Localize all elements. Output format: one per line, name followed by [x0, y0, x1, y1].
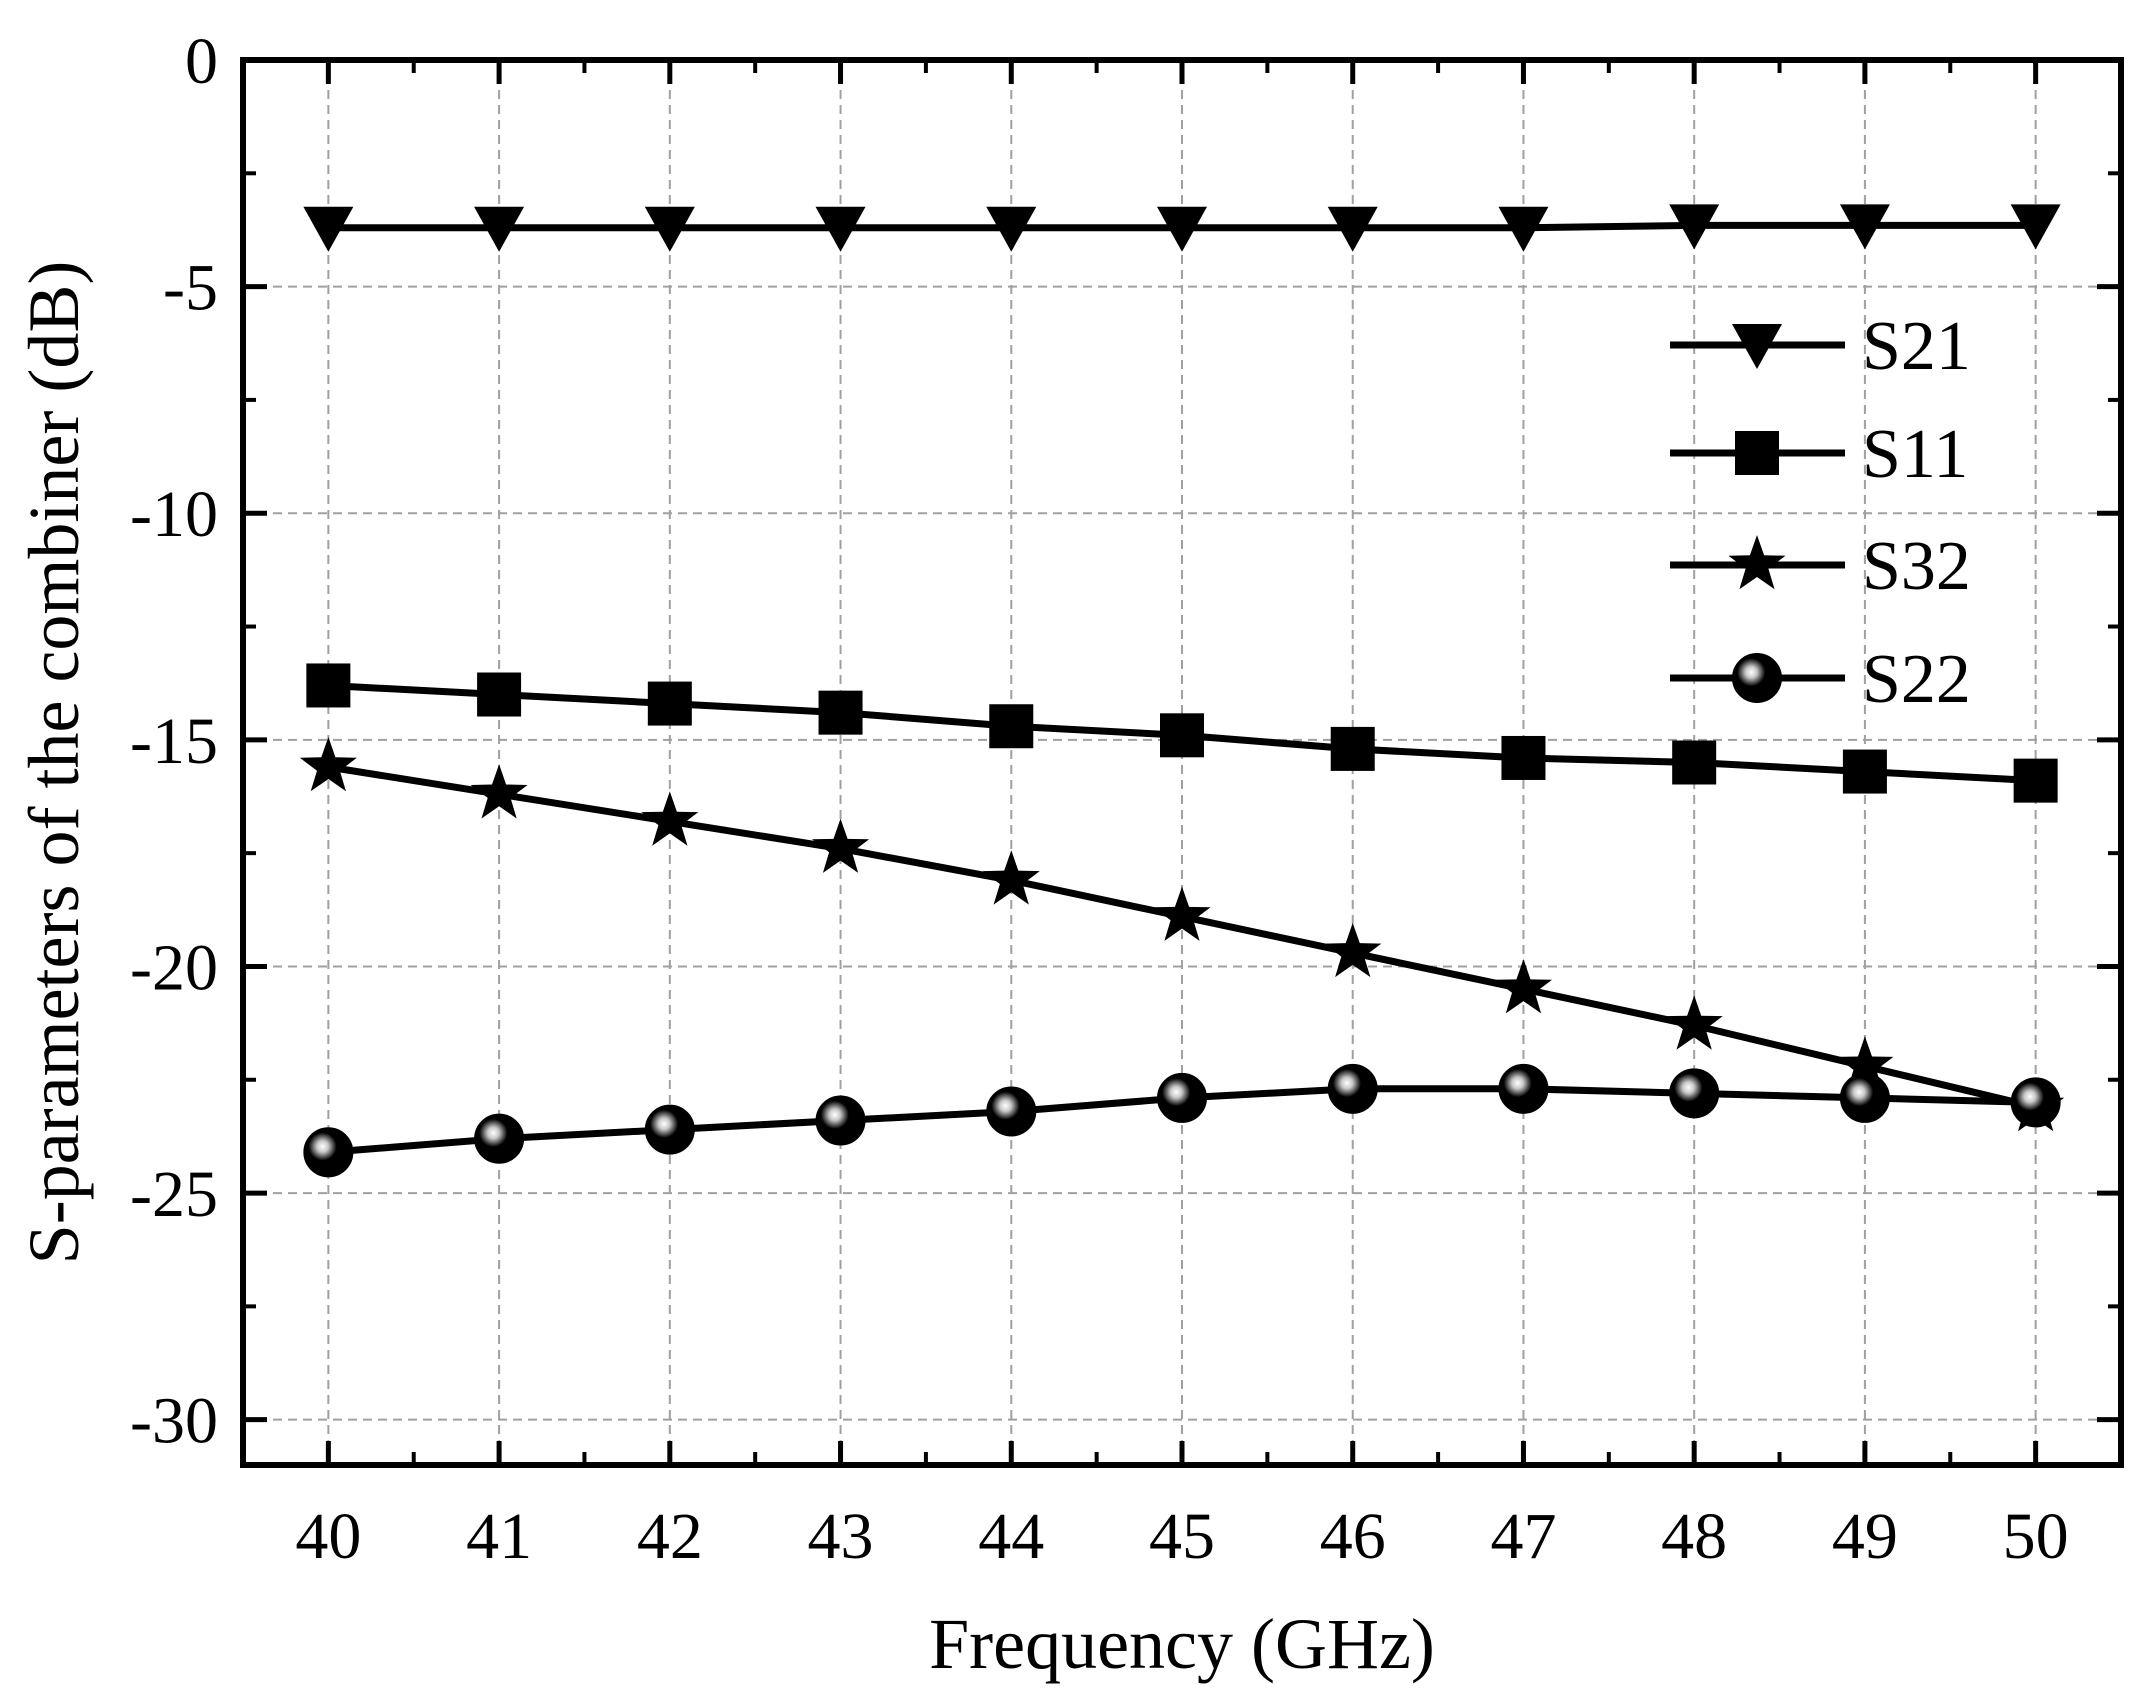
- axis-ticks: [243, 57, 2121, 1465]
- y-tick-label: -25: [130, 1158, 218, 1231]
- data-point-s21: [1669, 204, 1720, 250]
- data-point-s11: [989, 704, 1034, 749]
- series-layer: [299, 204, 2065, 1178]
- data-point-s22: [1327, 1063, 1378, 1114]
- data-point-s22: [1157, 1072, 1207, 1123]
- data-point-s32: [1836, 1036, 1894, 1091]
- legend-item-s21: S21: [1670, 308, 1971, 385]
- data-point-s21: [1157, 206, 1207, 252]
- data-point-s22: [815, 1095, 866, 1146]
- y-tick-label: -15: [130, 705, 218, 778]
- y-tick-label: -5: [163, 252, 218, 325]
- series-s11: [306, 663, 2058, 803]
- data-point-s32: [1665, 995, 1723, 1050]
- legend-marker-s32: [1728, 535, 1786, 590]
- series-s32: [299, 737, 2065, 1132]
- y-tick-label: -30: [130, 1385, 218, 1458]
- data-point-s22: [474, 1113, 525, 1164]
- legend-marker-s22: [1732, 653, 1782, 703]
- series-s22: [303, 1063, 2061, 1178]
- x-tick-label: 42: [637, 1500, 703, 1573]
- legend-marker-s21: [1732, 324, 1782, 369]
- data-point-s11: [306, 663, 351, 708]
- data-point-s21: [474, 206, 525, 252]
- data-point-s11: [2013, 758, 2058, 803]
- data-point-s32: [1153, 886, 1211, 941]
- x-tick-label: 41: [466, 1500, 532, 1573]
- x-tick-label: 45: [1149, 1500, 1215, 1573]
- x-tick-label: 40: [295, 1500, 361, 1573]
- data-point-s32: [1324, 922, 1382, 978]
- data-point-s21: [644, 206, 695, 252]
- tick-labels: 40 41 42 43 44 45 46 47 48 49 50 0 -5 -10 -15 -20 -25 -30: [130, 25, 2069, 1573]
- data-point-s11: [647, 681, 692, 726]
- data-point-s21: [1498, 206, 1549, 252]
- data-point-s22: [1839, 1072, 1890, 1123]
- data-point-s11: [1501, 735, 1546, 780]
- x-tick-label: 44: [978, 1500, 1044, 1573]
- data-point-s21: [815, 206, 866, 252]
- data-point-s22: [2010, 1077, 2061, 1128]
- x-tick-label: 48: [1661, 1500, 1727, 1573]
- data-point-s11: [1672, 740, 1717, 785]
- data-point-s11: [477, 672, 522, 717]
- data-point-s11: [1330, 726, 1375, 771]
- legend-label-s22: S22: [1862, 641, 1971, 718]
- data-point-s22: [644, 1104, 695, 1155]
- data-point-s22: [986, 1086, 1037, 1137]
- data-point-s22: [303, 1127, 354, 1178]
- data-point-s32: [641, 791, 699, 846]
- data-point-s32: [812, 818, 870, 873]
- data-point-s11: [818, 690, 863, 735]
- data-point-s22: [1498, 1063, 1549, 1114]
- x-tick-label: 46: [1320, 1500, 1386, 1573]
- data-point-s21: [1839, 204, 1890, 250]
- data-point-s32: [982, 850, 1040, 905]
- legend-item-s11: S11: [1670, 416, 1968, 493]
- series-s21: [303, 204, 2061, 252]
- data-point-s21: [303, 206, 354, 252]
- x-axis-title: Frequency (GHz): [929, 1604, 1435, 1684]
- grid: [243, 59, 2121, 1465]
- data-point-s21: [986, 206, 1037, 252]
- data-point-s32: [1494, 959, 1552, 1014]
- y-tick-label: -10: [130, 478, 218, 551]
- legend-item-s22: S22: [1670, 641, 1971, 718]
- legend-marker-s11: [1735, 431, 1779, 475]
- legend-label-s11: S11: [1862, 416, 1968, 493]
- data-point-s32: [470, 764, 528, 819]
- legend-label-s32: S32: [1862, 528, 1971, 605]
- x-tick-label: 50: [2003, 1500, 2069, 1573]
- x-tick-label: 49: [1832, 1500, 1898, 1573]
- x-tick-label: 43: [808, 1500, 874, 1573]
- legend-label-s21: S21: [1862, 308, 1971, 385]
- data-point-s32: [299, 737, 357, 792]
- y-tick-label: -20: [130, 931, 218, 1004]
- legend: S21 S11 S32 S22: [1670, 308, 1971, 718]
- x-tick-label: 47: [1490, 1500, 1556, 1573]
- data-point-s11: [1842, 749, 1887, 794]
- data-point-s21: [1327, 206, 1378, 252]
- y-tick-label: 0: [185, 25, 218, 98]
- data-point-s22: [1669, 1068, 1720, 1119]
- data-point-s11: [1160, 713, 1204, 758]
- data-point-s21: [2010, 204, 2061, 250]
- legend-item-s32: S32: [1670, 528, 1971, 605]
- y-axis-title: S-parameters of the combiner (dB): [14, 261, 94, 1265]
